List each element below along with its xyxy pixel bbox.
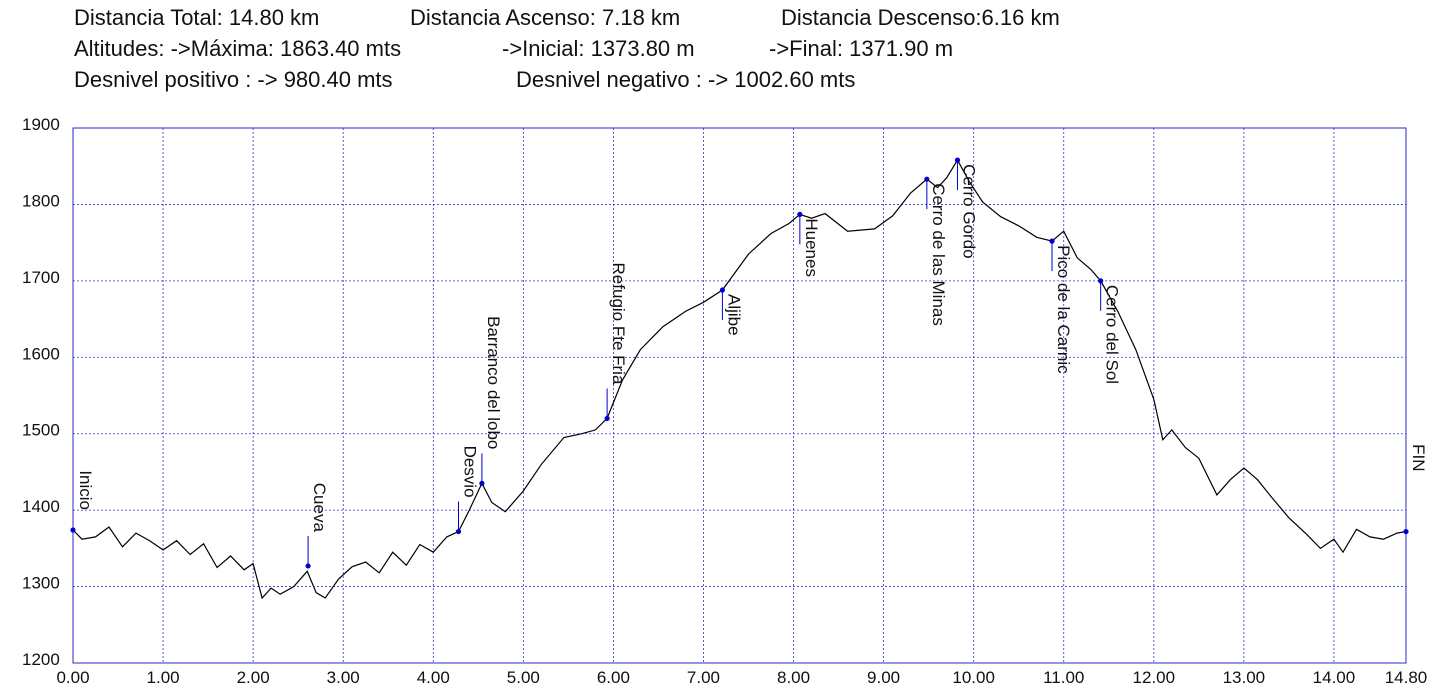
waypoint-marker <box>1098 278 1104 284</box>
x-tick-label: 6.00 <box>597 668 630 687</box>
waypoint-marker <box>305 563 311 569</box>
x-tick-label: 11.00 <box>1043 668 1084 687</box>
waypoint-label: Cueva <box>310 483 329 533</box>
plot-frame <box>72 127 1407 664</box>
stats-line-distance: Distancia Total: 14.80 km Distancia Ascen… <box>74 2 1060 33</box>
waypoint: Cerro del Sol <box>1098 278 1122 384</box>
x-tick-label: 8.00 <box>777 668 810 687</box>
positive-elevation: Desnivel positivo : -> 980.40 mts <box>74 67 393 92</box>
max-altitude: Altitudes: ->Máxima: 1863.40 mts <box>74 36 402 61</box>
y-tick-label: 1200 <box>22 650 60 669</box>
waypoint-label: FIN <box>1409 444 1428 471</box>
waypoint-label: Cerro del Sol <box>1103 285 1122 384</box>
stats-line-altitudes: Altitudes: ->Máxima: 1863.40 mts ->Inicia… <box>74 33 1060 64</box>
waypoint-label: Pico de la Carnic <box>1054 245 1073 374</box>
y-tick-label: 1400 <box>22 497 60 516</box>
waypoint-marker <box>1403 528 1409 535</box>
x-tick-label: 4.00 <box>417 668 450 687</box>
elevation-profile-line <box>72 158 1407 600</box>
waypoint-label: Cerro Gordo <box>959 164 978 258</box>
total-distance: Distancia Total: 14.80 km <box>74 5 320 30</box>
y-tick-label: 1700 <box>22 268 60 287</box>
x-tick-label: 14.00 <box>1313 668 1356 687</box>
x-tick-label: 12.00 <box>1133 668 1176 687</box>
waypoint: Cerro Gordo <box>954 157 978 259</box>
y-tick-label: 1900 <box>22 115 60 134</box>
waypoint: Refugio Fte Fria <box>604 263 628 422</box>
x-tick-label: 2.00 <box>237 668 270 687</box>
y-tick-label: 1600 <box>22 344 60 363</box>
waypoint-label: Barranco del lobo <box>484 316 503 449</box>
stats-header: Distancia Total: 14.80 km Distancia Ascen… <box>74 2 1060 95</box>
waypoint-label: Aljibe <box>724 294 743 336</box>
final-altitude: ->Final: 1371.90 m <box>769 36 954 61</box>
y-tick-label: 1300 <box>22 574 60 593</box>
waypoint: Cueva <box>305 483 329 569</box>
waypoint: Cerro de las Minas <box>924 176 948 326</box>
x-tick-label: 1.00 <box>147 668 180 687</box>
stats-line-elevation-gain: Desnivel positivo : -> 980.40 mts Desnive… <box>74 64 1060 95</box>
waypoint: FIN <box>1403 444 1428 535</box>
negative-elevation: Desnivel negativo : -> 1002.60 mts <box>516 67 856 92</box>
waypoint-label: Refugio Fte Fria <box>609 263 628 385</box>
waypoint-marker <box>1049 238 1055 244</box>
x-tick-label: 14.80 <box>1385 668 1428 687</box>
x-tick-label: 5.00 <box>507 668 540 687</box>
waypoint: Huenes <box>797 211 821 277</box>
waypoint-label: Inicio <box>76 470 95 510</box>
waypoint-label: Cerro de las Minas <box>929 183 948 326</box>
x-tick-label: 0.00 <box>56 668 89 687</box>
waypoint: Pico de la Carnic <box>1049 238 1073 374</box>
waypoint-marker <box>604 415 610 422</box>
waypoint-marker <box>479 480 485 486</box>
waypoint-marker <box>924 176 930 182</box>
y-tick-label: 1500 <box>22 421 60 440</box>
waypoint: Barranco del lobo <box>479 316 503 486</box>
waypoint-label: Huenes <box>802 218 821 277</box>
waypoint: Aljibe <box>719 287 743 336</box>
initial-altitude: ->Inicial: 1373.80 m <box>502 36 695 61</box>
waypoint-marker <box>954 157 961 163</box>
waypoint-label: Desvio <box>460 446 479 498</box>
waypoint-marker <box>455 528 462 535</box>
y-tick-label: 1800 <box>22 191 60 210</box>
waypoint-marker <box>70 527 76 533</box>
waypoint: Desvio <box>455 446 479 535</box>
x-tick-label: 7.00 <box>687 668 720 687</box>
waypoint: Inicio <box>70 470 95 533</box>
ascent-distance: Distancia Ascenso: 7.18 km <box>410 5 681 30</box>
descent-distance: Distancia Descenso:6.16 km <box>781 5 1060 30</box>
waypoint-marker <box>719 287 725 293</box>
grid <box>73 128 1406 663</box>
waypoints: Inicio Cueva Desvio Barranco del lobo Refugi… <box>70 157 1428 569</box>
x-tick-label: 9.00 <box>867 668 900 687</box>
tick-labels: 0.00 1.00 2.00 3.00 4.00 5.00 6.00 7.00 8.00 9.00… <box>22 115 1427 687</box>
x-tick-label: 3.00 <box>327 668 360 687</box>
waypoint-marker <box>797 211 803 217</box>
x-tick-label: 10.00 <box>952 668 995 687</box>
x-tick-label: 13.00 <box>1223 668 1266 687</box>
